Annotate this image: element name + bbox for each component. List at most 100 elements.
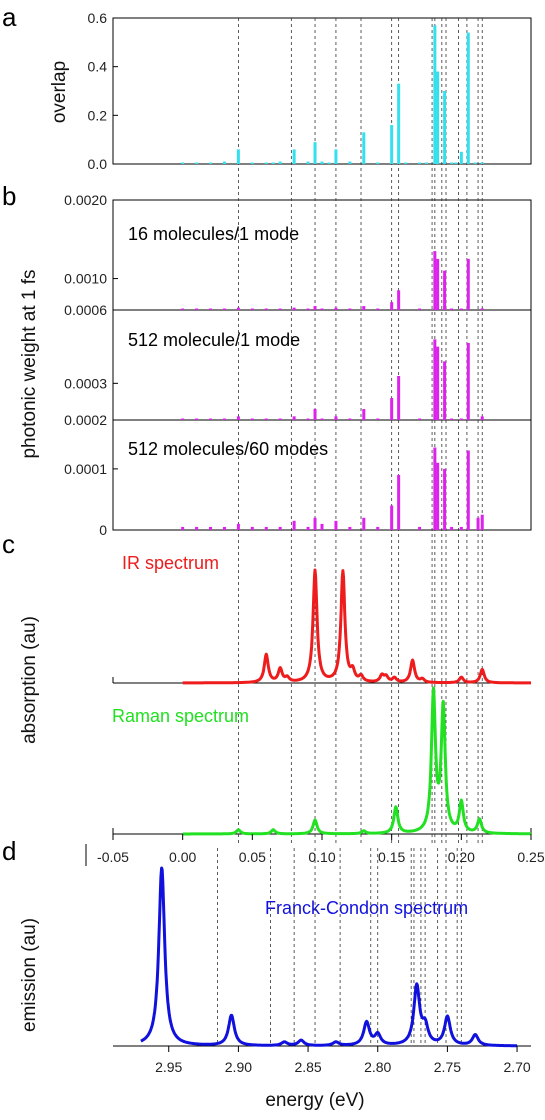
tick-b3-0-label: 0 <box>99 522 107 538</box>
photonic-top-bar-15 <box>376 308 380 310</box>
photonic-middle-bar-8 <box>292 416 296 420</box>
absorption-spectra <box>181 568 532 836</box>
photonic-bottom-bar-11 <box>320 523 324 530</box>
tick-a-1-label: 0.2 <box>88 107 108 123</box>
ylabel-overlap: overlap <box>49 61 70 123</box>
tick-c-x-2-label: 0.05 <box>239 849 266 865</box>
photonic-middle-bar-18 <box>418 418 422 420</box>
tick-d-x-4-label: 2.75 <box>434 1059 461 1075</box>
photonic-top-bar-6 <box>264 308 268 310</box>
photonic-bottom-bar-10 <box>313 517 317 530</box>
photonic-middle-bar-9 <box>306 418 310 420</box>
photonic-top-bar-2 <box>209 308 213 310</box>
photonic-top-bar-4 <box>236 307 240 310</box>
photonic-top-bar-8 <box>292 307 296 310</box>
franck-condon-line <box>140 866 518 1048</box>
photonic-middle-bar-2 <box>209 418 213 420</box>
tick-b1-1-label: 0.0010 <box>64 271 107 287</box>
overlap-bar-31 <box>480 162 484 164</box>
tick-b3-1-label: 0.0001 <box>64 461 107 477</box>
xlabel-energy: energy (eV) <box>265 1090 364 1111</box>
ylabel-absorption: absorption (au) <box>19 616 40 744</box>
tick-b2-0-label: 0.0002 <box>64 412 107 428</box>
photonic-middle-bar-20 <box>436 346 440 420</box>
overlap-bar-14 <box>334 149 338 164</box>
photonic-top-bar-18 <box>418 308 422 310</box>
photonic-middle-bar-15 <box>376 418 380 420</box>
overlap-bar-12 <box>320 161 324 164</box>
photonic-top-bar-23 <box>459 308 463 310</box>
photonic-bottom-bar-13 <box>348 526 352 530</box>
photonic-top-bar-7 <box>278 308 282 310</box>
photonic-top-bar-14 <box>362 306 366 310</box>
ir-spectrum-line <box>181 568 532 685</box>
panel-letter-c: c <box>2 529 15 559</box>
overlap-bar-25 <box>443 91 447 164</box>
tick-b2-1-label: 0.0003 <box>64 375 107 391</box>
overlap-bar-8 <box>278 161 282 164</box>
overlap-bar-2 <box>209 162 213 164</box>
photonic-weight-bars <box>181 251 484 530</box>
overlap-bar-10 <box>306 161 310 164</box>
photonic-bottom-bar-21 <box>443 468 447 530</box>
photonic-top-bar-9 <box>306 308 310 310</box>
tick-d-x-3-label: 2.80 <box>364 1059 391 1075</box>
photonic-top-bar-20 <box>436 258 440 310</box>
legend-ir-spectrum: IR spectrum <box>122 553 219 573</box>
overlap-bar-28 <box>459 151 463 164</box>
legend-raman-spectrum: Raman spectrum <box>112 706 249 726</box>
panel-letter-b: b <box>2 181 16 211</box>
overlap-bars <box>181 25 484 164</box>
inset-label-512-molecules-60-modes: 512 molecules/60 modes <box>128 439 328 459</box>
tick-c-x-1-label: 0.00 <box>169 849 196 865</box>
photonic-bottom-bar-17 <box>397 475 401 530</box>
photonic-middle-bar-0 <box>181 418 185 420</box>
overlap-bar-30 <box>473 162 477 164</box>
overlap-bar-17 <box>376 162 380 164</box>
tick-a-0-label: 0.0 <box>88 156 108 172</box>
overlap-bar-18 <box>390 125 394 164</box>
overlap-bar-1 <box>195 162 199 164</box>
tick-a-2-label: 0.4 <box>88 59 108 75</box>
tick-d-x-5-label: 2.70 <box>503 1059 530 1075</box>
overlap-bar-3 <box>222 161 226 164</box>
photonic-bottom-bar-23 <box>459 526 463 530</box>
reference-lines <box>217 18 483 1046</box>
photonic-top-bar-21 <box>443 270 447 310</box>
tick-c-x-0-label: -0.05 <box>97 849 129 865</box>
photonic-middle-bar-16 <box>390 398 394 420</box>
photonic-top-bar-13 <box>348 308 352 310</box>
photonic-top-bar-19 <box>433 251 437 310</box>
overlap-bar-19 <box>397 83 401 164</box>
photonic-middle-bar-23 <box>459 418 463 420</box>
panel-letter-d: d <box>2 836 16 866</box>
photonic-middle-bar-5 <box>250 418 254 420</box>
photonic-bottom-bar-4 <box>236 523 240 530</box>
photonic-bottom-bar-19 <box>433 447 437 530</box>
overlap-bar-9 <box>292 149 296 164</box>
overlap-bar-27 <box>454 162 458 164</box>
photonic-middle-bar-24 <box>466 343 470 420</box>
overlap-bar-6 <box>264 162 268 164</box>
photonic-bottom-bar-1 <box>195 526 199 530</box>
tick-d-x-2-label: 2.85 <box>294 1059 321 1075</box>
photonic-middle-bar-25 <box>480 416 484 420</box>
tick-d-x-1-label: 2.90 <box>225 1059 252 1075</box>
photonic-middle-bar-22 <box>450 418 454 420</box>
photonic-bottom-bar-18 <box>418 526 422 530</box>
photonic-top-bar-1 <box>195 308 199 310</box>
photonic-top-bar-24 <box>466 258 470 310</box>
photonic-bottom-bar-20 <box>436 462 440 530</box>
photonic-bottom-bar-14 <box>362 517 366 530</box>
photonic-top-bar-10 <box>313 306 317 310</box>
photonic-bottom-bar-24 <box>466 450 470 530</box>
emission-spectrum <box>140 866 518 1048</box>
photonic-middle-bar-19 <box>433 339 437 420</box>
overlap-bar-24 <box>436 71 440 164</box>
photonic-bottom-bar-12 <box>334 520 338 530</box>
photonic-middle-bar-13 <box>348 418 352 420</box>
photonic-bottom-bar-16 <box>390 505 394 530</box>
tick-c-x-6-label: 0.25 <box>517 849 544 865</box>
overlap-bar-21 <box>418 162 422 164</box>
